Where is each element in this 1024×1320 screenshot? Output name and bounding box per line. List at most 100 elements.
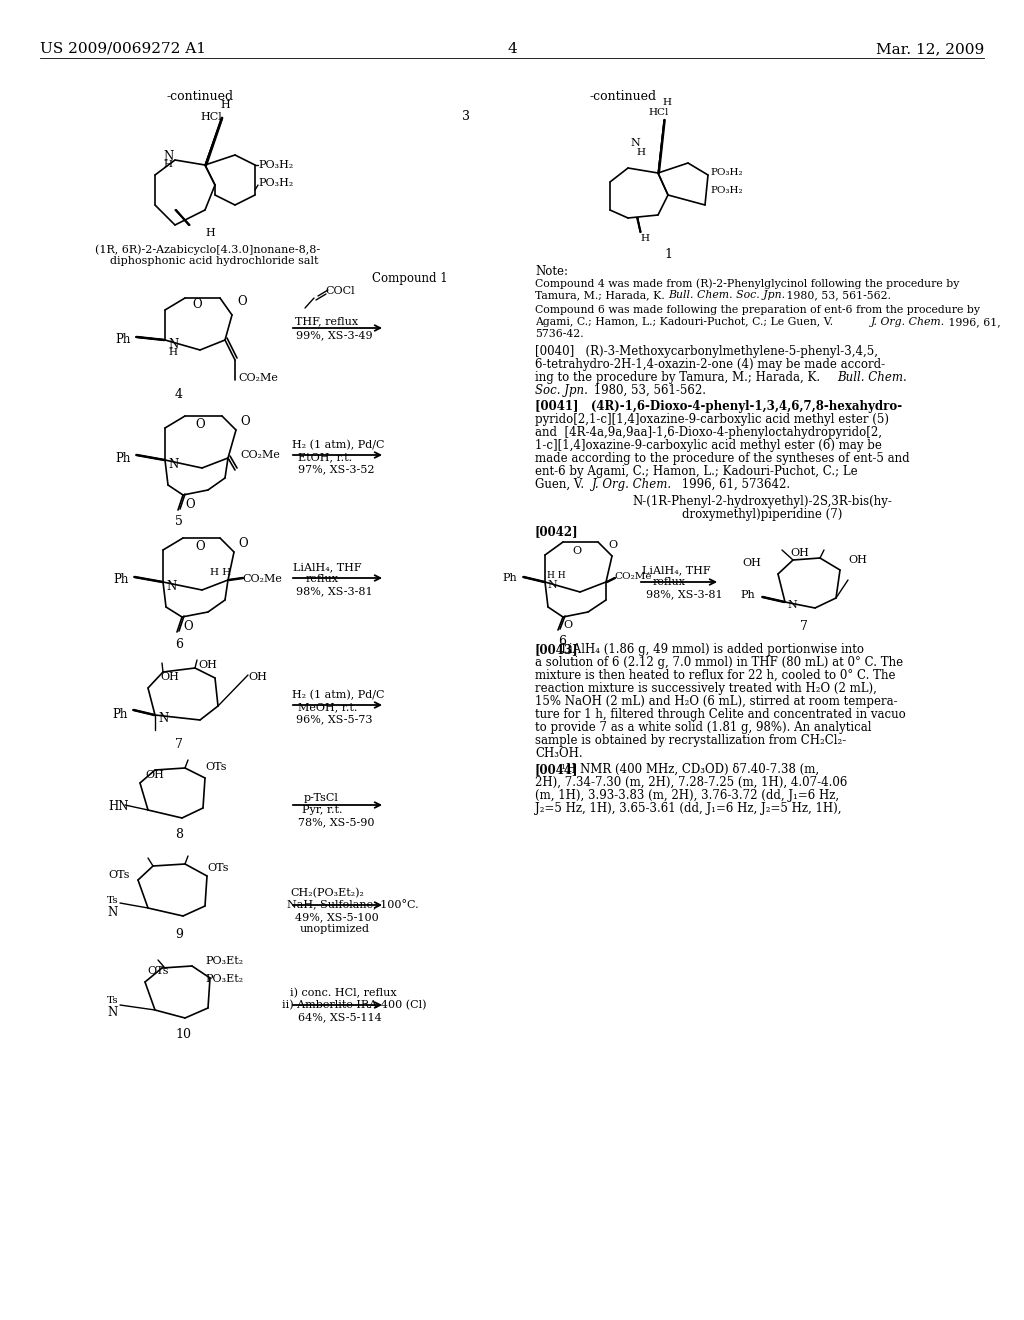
Text: 1996, 61,: 1996, 61, [945,317,1000,327]
Text: (m, 1H), 3.93-3.83 (m, 2H), 3.76-3.72 (dd, J₁=6 Hz,: (m, 1H), 3.93-3.83 (m, 2H), 3.76-3.72 (d… [535,789,839,803]
Text: H H: H H [210,568,231,577]
Text: H: H [168,348,177,356]
Text: THF, reflux: THF, reflux [295,315,358,326]
Text: O: O [608,540,617,550]
Text: unoptimized: unoptimized [300,924,370,935]
Text: US 2009/0069272 A1: US 2009/0069272 A1 [40,42,206,55]
Text: O: O [185,498,195,511]
Text: droxymethyl)piperidine (7): droxymethyl)piperidine (7) [682,508,842,521]
Text: 1-c][1,4]oxazine-9-carboxylic acid methyl ester (6) may be: 1-c][1,4]oxazine-9-carboxylic acid methy… [535,440,882,451]
Text: PO₃Et₂: PO₃Et₂ [205,974,243,983]
Text: NaH, Sulfolane, 100°C.: NaH, Sulfolane, 100°C. [287,900,419,911]
Text: OH: OH [198,660,217,671]
Text: CH₂(PO₃Et₂)₂: CH₂(PO₃Et₂)₂ [290,888,364,899]
Text: Ph: Ph [112,708,127,721]
Text: 4: 4 [175,388,183,401]
Text: Ts: Ts [106,997,119,1005]
Text: [0044]: [0044] [535,763,579,776]
Text: Mar. 12, 2009: Mar. 12, 2009 [876,42,984,55]
Text: CH₃OH.: CH₃OH. [535,747,583,760]
Text: PO₃H₂: PO₃H₂ [710,186,742,195]
Text: N: N [106,906,118,919]
Text: reflux: reflux [653,577,686,587]
Text: Tamura, M.; Harada, K.: Tamura, M.; Harada, K. [535,290,669,300]
Text: Compound 1: Compound 1 [373,272,449,285]
Text: OTs: OTs [108,870,129,880]
Text: O: O [572,546,582,556]
Text: [0042]: [0042] [535,525,579,539]
Text: PO₃H₂: PO₃H₂ [258,178,293,187]
Text: reflux: reflux [306,574,339,583]
Text: 96%, XS-5-73: 96%, XS-5-73 [296,714,373,723]
Text: to provide 7 as a white solid (1.81 g, 98%). An analytical: to provide 7 as a white solid (1.81 g, 9… [535,721,871,734]
Text: N: N [547,579,557,590]
Text: reaction mixture is successively treated with H₂O (2 mL),: reaction mixture is successively treated… [535,682,877,696]
Text: H: H [220,100,229,110]
Text: p-TsCl: p-TsCl [304,793,339,803]
Text: Compound 4 was made from (R)-2-Phenylglycinol following the procedure by: Compound 4 was made from (R)-2-Phenylgly… [535,279,959,289]
Text: sample is obtained by recrystallization from CH₂Cl₂-: sample is obtained by recrystallization … [535,734,846,747]
Text: ii) Amberlite IRA-400 (Cl): ii) Amberlite IRA-400 (Cl) [282,1001,427,1010]
Text: LiAlH₄ (1.86 g, 49 mmol) is added portionwise into: LiAlH₄ (1.86 g, 49 mmol) is added portio… [535,643,864,656]
Text: O: O [237,294,247,308]
Text: N: N [106,1006,118,1019]
Text: OH: OH [248,672,267,682]
Text: 6: 6 [175,638,183,651]
Text: 99%, XS-3-49: 99%, XS-3-49 [296,330,373,341]
Text: H₂ (1 atm), Pd/C: H₂ (1 atm), Pd/C [292,440,384,450]
Text: ing to the procedure by Tamura, M.; Harada, K.: ing to the procedure by Tamura, M.; Hara… [535,371,824,384]
Text: EtOH, r.t.: EtOH, r.t. [298,451,352,462]
Text: O: O [193,298,202,312]
Text: [0040]   (R)-3-Methoxycarbonylmethylene-5-phenyl-3,4,5,: [0040] (R)-3-Methoxycarbonylmethylene-5-… [535,345,878,358]
Text: CO₂Me: CO₂Me [240,450,280,459]
Text: 9: 9 [175,928,183,941]
Text: OH: OH [848,554,867,565]
Text: LiAlH₄, THF: LiAlH₄, THF [642,565,711,576]
Text: Bull. Chem.: Bull. Chem. [837,371,906,384]
Text: OTs: OTs [205,762,226,772]
Text: O: O [195,418,205,432]
Text: (1R, 6R)-2-Azabicyclo[4.3.0]nonane-8,8-: (1R, 6R)-2-Azabicyclo[4.3.0]nonane-8,8- [95,244,321,255]
Text: 4: 4 [507,42,517,55]
Text: mixture is then heated to reflux for 22 h, cooled to 0° C. The: mixture is then heated to reflux for 22 … [535,669,896,682]
Text: MeOH, r.t.: MeOH, r.t. [298,702,357,711]
Text: N: N [163,150,173,162]
Text: CO₂Me: CO₂Me [614,572,651,581]
Text: ture for 1 h, filtered through Celite and concentrated in vacuo: ture for 1 h, filtered through Celite an… [535,708,906,721]
Text: 7: 7 [800,620,808,634]
Text: -continued: -continued [590,90,657,103]
Text: Ph: Ph [115,451,130,465]
Text: Soc. Jpn.: Soc. Jpn. [535,384,588,397]
Text: 15% NaOH (2 mL) and H₂O (6 mL), stirred at room tempera-: 15% NaOH (2 mL) and H₂O (6 mL), stirred … [535,696,898,708]
Text: N-(1R-Phenyl-2-hydroxyethyl)-2S,3R-bis(hy-: N-(1R-Phenyl-2-hydroxyethyl)-2S,3R-bis(h… [632,495,892,508]
Text: Ph: Ph [115,333,130,346]
Text: [0043]: [0043] [535,643,579,656]
Text: Note:: Note: [535,265,568,279]
Text: N: N [166,579,176,593]
Text: CO₂Me: CO₂Me [238,374,278,383]
Text: N: N [630,139,640,148]
Text: and  [4R-4a,9a,9aa]-1,6-Dioxo-4-phenyloctahydropyrido[2,: and [4R-4a,9a,9aa]-1,6-Dioxo-4-phenyloct… [535,426,882,440]
Text: OTs: OTs [147,966,169,975]
Text: ¹H NMR (400 MHz, CD₃OD) δ7.40-7.38 (m,: ¹H NMR (400 MHz, CD₃OD) δ7.40-7.38 (m, [535,763,819,776]
Text: HCl: HCl [648,108,669,117]
Text: made according to the procedure of the syntheses of ent-5 and: made according to the procedure of the s… [535,451,909,465]
Text: OH: OH [790,548,809,558]
Text: Ph: Ph [113,573,128,586]
Text: Guen, V.: Guen, V. [535,478,588,491]
Text: 98%, XS-3-81: 98%, XS-3-81 [646,589,723,599]
Text: 3: 3 [462,110,470,123]
Text: OH: OH [160,672,179,682]
Text: O: O [563,620,572,630]
Text: H: H [636,148,645,157]
Text: 97%, XS-3-52: 97%, XS-3-52 [298,465,375,474]
Text: CO₂Me: CO₂Me [242,574,282,583]
Text: H: H [163,160,172,169]
Text: O: O [240,414,250,428]
Text: Ph: Ph [502,573,517,583]
Text: OH: OH [742,558,761,568]
Text: ent-6 by Agami, C.; Hamon, L.; Kadouri-Puchot, C.; Le: ent-6 by Agami, C.; Hamon, L.; Kadouri-P… [535,465,858,478]
Text: 1996, 61, 573642.: 1996, 61, 573642. [678,478,791,491]
Text: O: O [195,540,205,553]
Text: diphosphonic acid hydrochloride salt: diphosphonic acid hydrochloride salt [110,256,318,267]
